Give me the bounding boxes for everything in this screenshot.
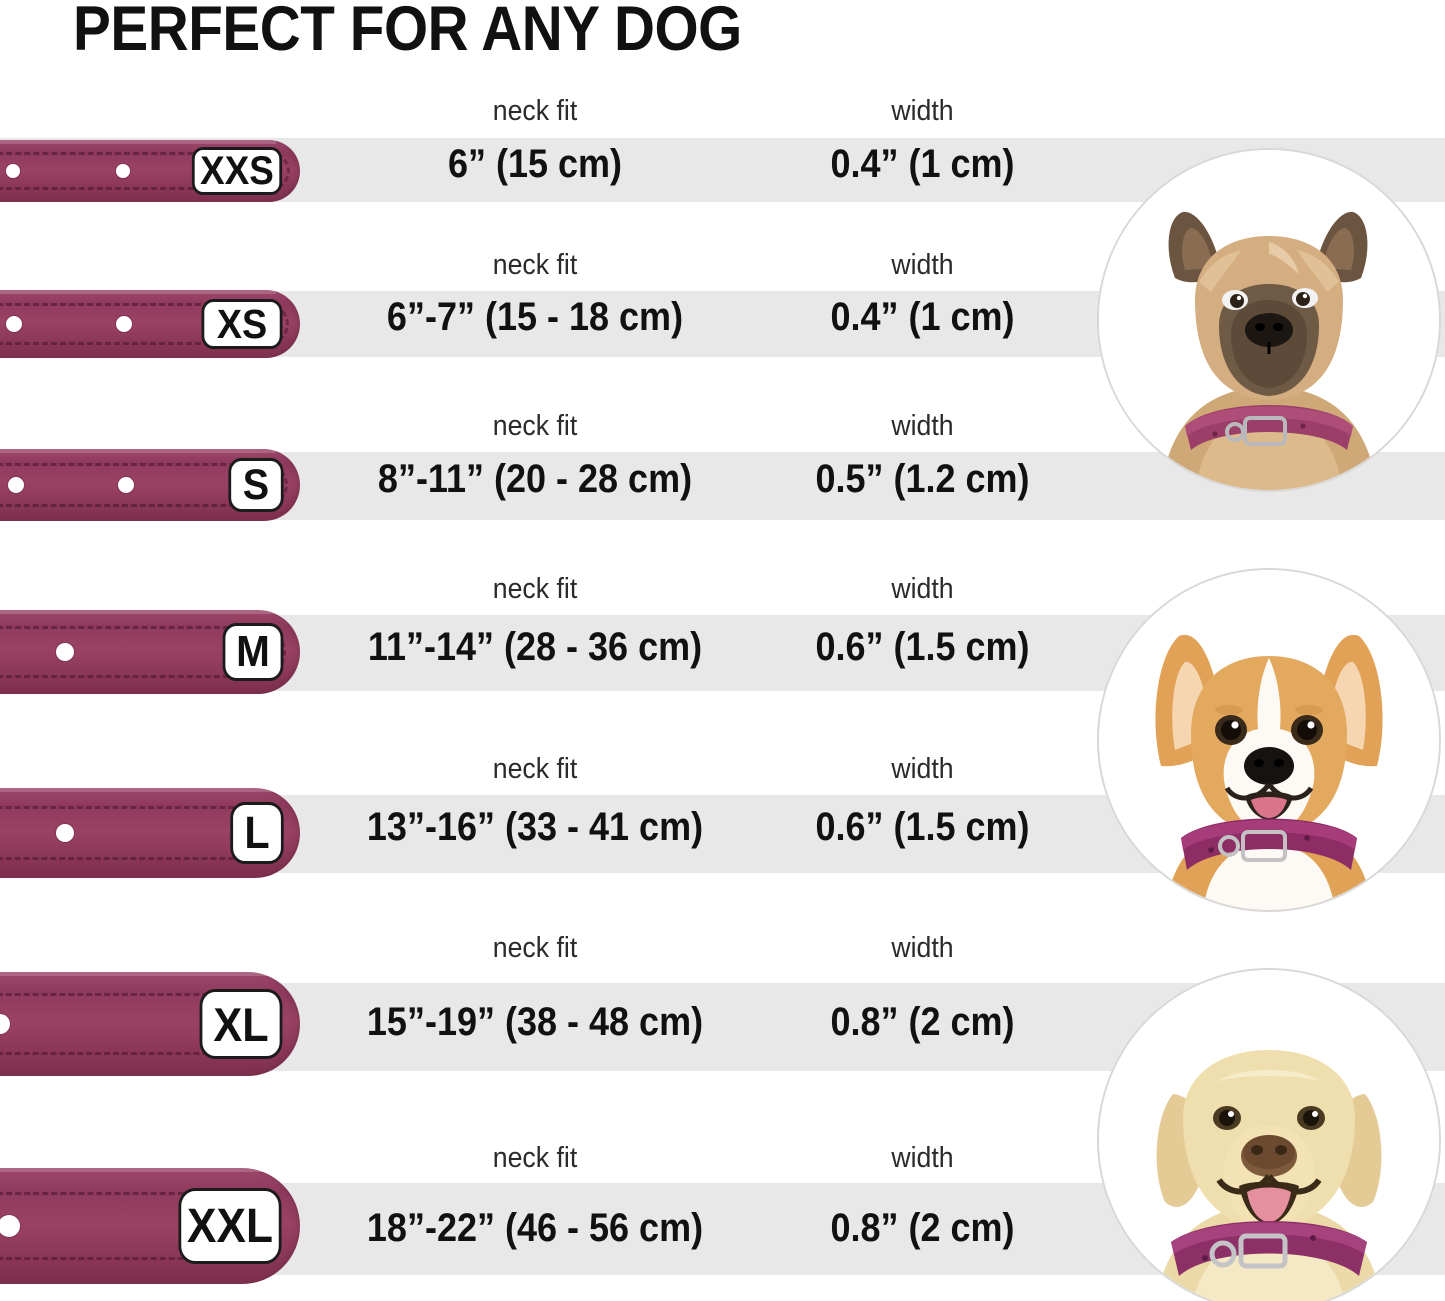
column-header-neck-fit: neck fit	[492, 932, 578, 964]
cell-width: 0.4” (1 cm)	[830, 142, 1015, 186]
collar-stitch-top	[0, 626, 256, 629]
column-header-width: width	[891, 573, 954, 605]
collar-hole	[8, 477, 24, 493]
collar-hole	[6, 316, 22, 332]
collar-hole	[116, 164, 130, 178]
cell-width: 0.6” (1.5 cm)	[815, 805, 1030, 849]
size-badge: XS	[201, 299, 283, 349]
collar-hole	[0, 1014, 10, 1034]
column-header-width: width	[891, 753, 954, 785]
column-header-neck-fit: neck fit	[492, 753, 578, 785]
collar-stitch-top	[0, 1192, 238, 1195]
column-header-width: width	[891, 932, 954, 964]
collar-hole	[56, 643, 74, 661]
dog-photo-corgi	[1097, 568, 1441, 912]
collar-stitch-bottom	[0, 187, 266, 190]
cell-neck-fit: 6” (15 cm)	[447, 142, 623, 186]
column-header-neck-fit: neck fit	[492, 95, 578, 127]
collar-stitch-bottom	[0, 675, 256, 678]
collar-stitch-top	[0, 152, 266, 155]
collar-hole	[6, 164, 20, 178]
collar-hole	[56, 824, 74, 842]
cell-neck-fit: 15”-19” (38 - 48 cm)	[366, 1000, 704, 1044]
size-badge: M	[222, 623, 284, 681]
column-header-width: width	[891, 249, 954, 281]
collar-stitch-bottom	[0, 857, 252, 860]
cell-width: 0.8” (2 cm)	[830, 1206, 1015, 1250]
size-badge: XXL	[178, 1188, 282, 1264]
collar-stitch-top	[0, 463, 262, 466]
cell-width: 0.5” (1.2 cm)	[815, 457, 1030, 501]
collar-edge-highlight	[0, 610, 276, 614]
cell-neck-fit: 18”-22” (46 - 56 cm)	[366, 1206, 704, 1250]
column-header-neck-fit: neck fit	[492, 249, 578, 281]
dog-photo-terrier	[1097, 148, 1441, 492]
size-badge: L	[230, 802, 284, 864]
cell-neck-fit: 8”-11” (20 - 28 cm)	[377, 457, 693, 501]
column-header-neck-fit: neck fit	[492, 573, 578, 605]
size-badge: XL	[199, 989, 283, 1059]
collar-edge-highlight	[0, 1168, 276, 1172]
size-badge: XXS	[191, 147, 283, 195]
cell-neck-fit: 6”-7” (15 - 18 cm)	[386, 295, 684, 339]
collar-stitch-top	[0, 303, 264, 306]
labrador-illustration	[1099, 970, 1439, 1301]
collar-hole	[118, 477, 134, 493]
cell-width: 0.4” (1 cm)	[830, 295, 1015, 339]
page-title: PERFECT FOR ANY DOG	[73, 0, 742, 64]
terrier-illustration	[1099, 150, 1439, 490]
collar-edge-highlight	[0, 972, 276, 976]
corgi-illustration	[1099, 570, 1439, 910]
collar-stitch-bottom	[0, 1257, 238, 1260]
collar-edge-highlight	[0, 290, 276, 294]
collar-edge-highlight	[0, 449, 276, 453]
column-header-neck-fit: neck fit	[492, 1142, 578, 1174]
collar-stitch-top	[0, 993, 244, 996]
collar-stitch-bottom	[0, 1052, 244, 1055]
size-badge: S	[228, 458, 284, 512]
dog-photo-labrador	[1097, 968, 1441, 1301]
column-header-neck-fit: neck fit	[492, 410, 578, 442]
column-header-width: width	[891, 1142, 954, 1174]
collar-hole	[116, 316, 132, 332]
cell-width: 0.8” (2 cm)	[830, 1000, 1015, 1044]
cell-neck-fit: 11”-14” (28 - 36 cm)	[367, 625, 703, 669]
collar-stitch-bottom	[0, 504, 262, 507]
column-header-width: width	[891, 95, 954, 127]
cell-width: 0.6” (1.5 cm)	[815, 625, 1030, 669]
collar-stitch-top	[0, 806, 252, 809]
collar-hole	[0, 1215, 20, 1237]
cell-neck-fit: 13”-16” (33 - 41 cm)	[366, 805, 704, 849]
collar-edge-highlight	[0, 140, 276, 144]
collar-stitch-bottom	[0, 342, 264, 345]
column-header-width: width	[891, 410, 954, 442]
collar-edge-highlight	[0, 788, 276, 792]
